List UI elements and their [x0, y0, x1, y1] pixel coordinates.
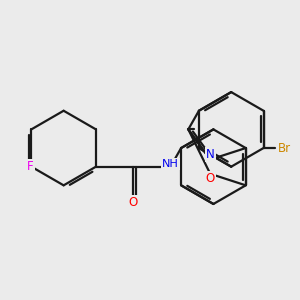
Text: O: O — [129, 196, 138, 209]
Text: O: O — [206, 172, 215, 185]
Text: N: N — [206, 148, 214, 161]
Text: NH: NH — [162, 159, 179, 169]
Text: F: F — [27, 160, 34, 173]
Text: Br: Br — [278, 142, 291, 154]
